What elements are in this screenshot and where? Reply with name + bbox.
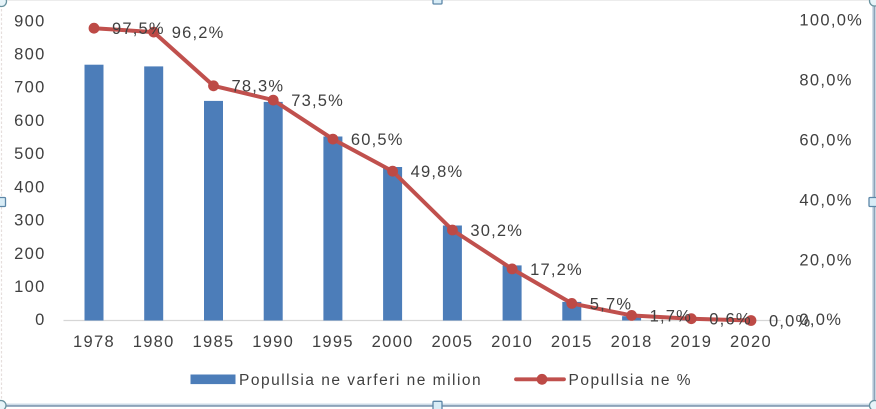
svg-text:30,2%: 30,2% [470,222,523,240]
svg-text:80,0%: 80,0% [799,71,852,89]
svg-text:2020: 2020 [730,333,772,351]
svg-text:400: 400 [14,178,45,196]
svg-text:78,3%: 78,3% [232,78,285,96]
svg-text:2005: 2005 [431,333,473,351]
svg-text:2019: 2019 [670,333,712,351]
svg-text:300: 300 [14,212,45,230]
svg-text:17,2%: 17,2% [530,261,583,279]
svg-text:1978: 1978 [73,333,115,351]
svg-text:96,2%: 96,2% [172,24,225,42]
svg-text:1995: 1995 [312,333,354,351]
svg-text:1980: 1980 [133,333,175,351]
svg-text:20,0%: 20,0% [799,251,852,269]
svg-text:40,0%: 40,0% [799,191,852,209]
svg-text:1990: 1990 [252,333,294,351]
svg-text:1985: 1985 [193,333,235,351]
svg-text:700: 700 [14,79,45,97]
svg-text:5,7%: 5,7% [590,295,632,313]
svg-text:Popullsia ne varferi ne milion: Popullsia ne varferi ne milion [239,372,482,389]
svg-text:100: 100 [14,278,45,296]
svg-text:1,7%: 1,7% [650,307,692,325]
svg-text:73,5%: 73,5% [291,92,344,110]
svg-text:2015: 2015 [551,333,593,351]
svg-text:0: 0 [35,311,45,329]
svg-text:2018: 2018 [611,333,653,351]
svg-text:600: 600 [14,112,45,130]
svg-text:800: 800 [14,46,45,64]
svg-text:100,0%: 100,0% [799,11,863,29]
svg-text:97,5%: 97,5% [112,20,165,38]
svg-text:200: 200 [14,245,45,263]
svg-text:Popullsia ne %: Popullsia ne % [569,372,693,389]
svg-text:500: 500 [14,145,45,163]
svg-text:2000: 2000 [372,333,414,351]
svg-text:60,5%: 60,5% [351,131,404,149]
svg-text:900: 900 [14,12,45,30]
svg-text:0,0%: 0,0% [799,311,842,329]
svg-text:49,8%: 49,8% [411,163,464,181]
svg-text:0,0%: 0,0% [769,312,811,330]
svg-text:0,6%: 0,6% [709,311,751,329]
svg-text:60,0%: 60,0% [799,131,852,149]
svg-text:2010: 2010 [491,333,533,351]
